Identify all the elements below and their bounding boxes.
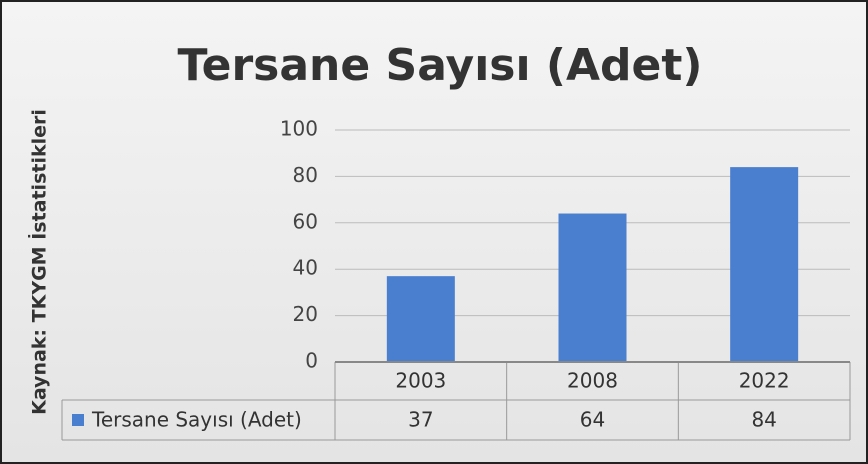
chart-title: Tersane Sayısı (Adet) <box>177 40 702 91</box>
legend-swatch <box>72 414 84 426</box>
y-tick-label: 80 <box>293 163 318 187</box>
y-tick-label: 60 <box>293 209 318 233</box>
y-tick-label: 40 <box>293 256 318 280</box>
bar <box>730 167 799 362</box>
x-tick-label: 2003 <box>395 369 446 393</box>
y-tick-label: 100 <box>280 117 318 141</box>
y-axis-label: Kaynak: TKYGM İstatistikleri <box>27 109 51 415</box>
bar <box>558 213 627 362</box>
x-tick-label: 2008 <box>567 369 618 393</box>
legend-label: Tersane Sayısı (Adet) <box>91 408 302 432</box>
y-tick-label: 0 <box>305 349 318 373</box>
y-tick-label: 20 <box>293 302 318 326</box>
bar <box>386 276 455 362</box>
table-value: 84 <box>751 408 776 432</box>
table-value: 64 <box>580 408 605 432</box>
table-value: 37 <box>408 408 433 432</box>
x-tick-label: 2022 <box>739 369 790 393</box>
